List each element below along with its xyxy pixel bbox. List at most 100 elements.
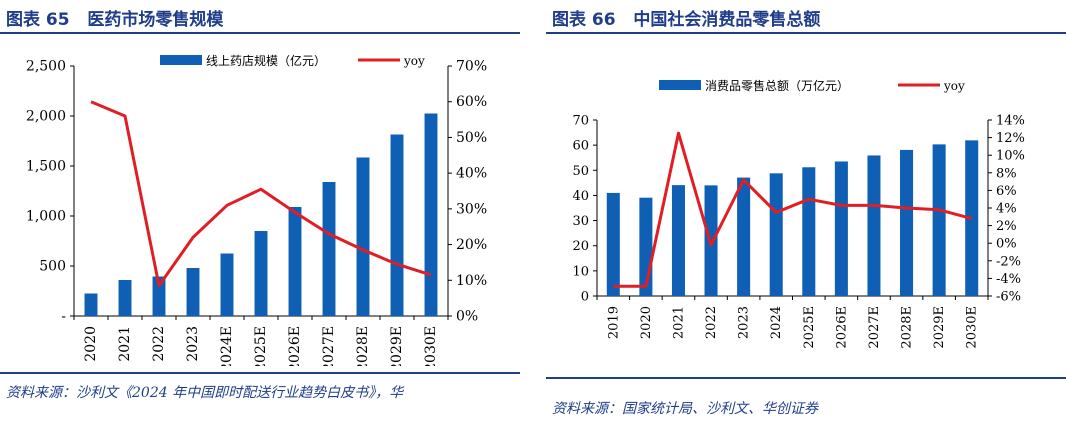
title-rule xyxy=(546,32,1066,34)
y-right-tick-label: 8% xyxy=(996,166,1017,181)
y-right-tick-label: 12% xyxy=(996,131,1025,146)
y-right-tick-label: -2% xyxy=(996,254,1021,269)
y-right-tick-label: 6% xyxy=(996,184,1017,199)
bar xyxy=(356,157,370,316)
legend-label-line: yoy xyxy=(403,54,425,68)
legend-label-line: yoy xyxy=(943,79,965,93)
y-right-tick-label: 2% xyxy=(996,219,1017,234)
legend-swatch-bar xyxy=(659,80,701,90)
bar xyxy=(84,293,98,316)
figure-title: 医药市场零售规模 xyxy=(87,10,224,30)
bar xyxy=(900,149,914,296)
bar xyxy=(220,253,234,316)
y-right-tick-label: 10% xyxy=(996,149,1025,164)
bar xyxy=(606,192,620,296)
y-right-tick-label: -4% xyxy=(996,272,1021,287)
x-tick-label: 2023 xyxy=(185,326,201,362)
x-tick-label: 2022 xyxy=(704,306,719,339)
bar xyxy=(671,185,685,296)
x-tick-label: 2028E xyxy=(900,306,915,349)
title-rule xyxy=(0,32,520,34)
x-tick-label: 2025E xyxy=(802,306,817,349)
y-left-tick-label: 2,500 xyxy=(26,59,66,75)
x-tick-label: 2020 xyxy=(83,326,99,362)
x-tick-label: 2029E xyxy=(389,326,405,366)
x-tick-label: 2021 xyxy=(117,326,133,362)
y-right-tick-label: 30% xyxy=(456,201,487,217)
y-right-tick-label: 20% xyxy=(456,237,487,253)
medical-retail-chart: - 500 1,000 1,500 2,000 2,500 0% 10% 20% 30% 40% 50… xyxy=(26,53,487,366)
bar xyxy=(867,155,881,296)
legend-label-bar: 线上药店规模（亿元） xyxy=(206,53,326,68)
source-note: 资料来源：沙利文《2024 年中国即时配送行业趋势白皮书》，华 xyxy=(6,385,404,401)
source-note: 资料来源：国家统计局、沙利文、华创证券 xyxy=(552,401,818,417)
y-right-tick-label: 0% xyxy=(456,309,478,325)
y-right-tick-label: 4% xyxy=(996,202,1017,217)
x-tick-label: 2021 xyxy=(671,306,686,339)
figure-label: 图表 65 xyxy=(6,10,70,30)
bar xyxy=(322,182,336,316)
bar xyxy=(254,231,268,316)
x-tick-label: 2024 xyxy=(769,306,784,339)
y-left-tick-label: 2,000 xyxy=(26,109,66,125)
y-left-tick-label: 20 xyxy=(572,239,589,254)
x-tick-label: 2022 xyxy=(151,326,167,362)
x-tick-label: 2025E xyxy=(253,326,269,366)
chart-title: 图表 65 医药市场零售规模 xyxy=(6,5,223,30)
y-left-tick-label: 10 xyxy=(572,264,589,279)
bottom-rule xyxy=(546,377,1066,379)
y-left-tick-label: 1,500 xyxy=(26,159,66,175)
y-right-tick-label: 40% xyxy=(456,166,487,182)
chart-panel-consumer-retail: 图表 66 中国社会消费品零售总额 0 10 20 30 40 50 60 70 -6% -4% -… xyxy=(546,0,1066,421)
bar xyxy=(118,280,132,316)
bar xyxy=(424,113,438,316)
yoy-line xyxy=(613,131,973,288)
y-left-tick-label: 30 xyxy=(572,214,589,229)
x-tick-label: 2024E xyxy=(219,326,235,366)
bar xyxy=(390,134,404,316)
y-right-tick-label: 70% xyxy=(456,59,487,75)
figure-title: 中国社会消费品零售总额 xyxy=(633,10,821,30)
yoy-line xyxy=(90,100,432,288)
x-tick-label: 2026E xyxy=(287,326,303,366)
bar xyxy=(288,207,302,316)
y-right-tick-label: -6% xyxy=(996,290,1021,305)
bar xyxy=(737,177,751,296)
y-right-tick-label: 0% xyxy=(996,237,1017,252)
chart-panel-medical-retail: 图表 65 医药市场零售规模 - 500 1,000 1,500 2,000 2,500 0… xyxy=(0,0,520,421)
bar xyxy=(834,161,848,296)
y-left-tick-label: 40 xyxy=(572,189,589,204)
consumer-retail-chart: 0 10 20 30 40 50 60 70 -6% -4% -2% 0% 2% 4% 6% 8% 10% 12%… xyxy=(572,78,1025,349)
figure-label: 图表 66 xyxy=(552,10,616,30)
y-left-tick-label: 0 xyxy=(581,290,589,305)
bar xyxy=(769,173,783,296)
legend-label-bar: 消费品零售总额（万亿元） xyxy=(705,78,849,93)
y-right-tick-label: 14% xyxy=(996,114,1025,129)
x-tick-label: 2029E xyxy=(932,306,947,349)
x-tick-label: 2027E xyxy=(867,306,882,349)
x-tick-label: 2020 xyxy=(639,306,654,339)
x-tick-label: 2030E xyxy=(423,326,439,366)
x-tick-label: 2026E xyxy=(834,306,849,349)
bar xyxy=(932,144,946,296)
x-tick-label: 2019 xyxy=(606,306,621,339)
y-right-tick-label: 60% xyxy=(456,94,487,110)
x-tick-label: 2030E xyxy=(965,306,980,349)
y-left-tick-label: 70 xyxy=(572,114,589,129)
bar xyxy=(802,167,816,296)
x-tick-label: 2023 xyxy=(737,306,752,339)
legend-swatch-bar xyxy=(160,55,202,65)
bottom-rule xyxy=(0,372,520,374)
y-left-tick-label: 50 xyxy=(572,164,589,179)
y-left-tick-label: 500 xyxy=(39,259,66,275)
x-tick-label: 2027E xyxy=(321,326,337,366)
bar xyxy=(186,268,200,316)
y-right-tick-label: 10% xyxy=(456,273,487,289)
y-right-tick-label: 50% xyxy=(456,130,487,146)
y-left-tick-label: 1,000 xyxy=(26,209,66,225)
y-left-tick-label: - xyxy=(61,309,66,325)
y-left-tick-label: 60 xyxy=(572,139,589,154)
bar xyxy=(152,276,166,316)
chart-title: 图表 66 中国社会消费品零售总额 xyxy=(552,5,820,30)
x-tick-label: 2028E xyxy=(355,326,371,366)
